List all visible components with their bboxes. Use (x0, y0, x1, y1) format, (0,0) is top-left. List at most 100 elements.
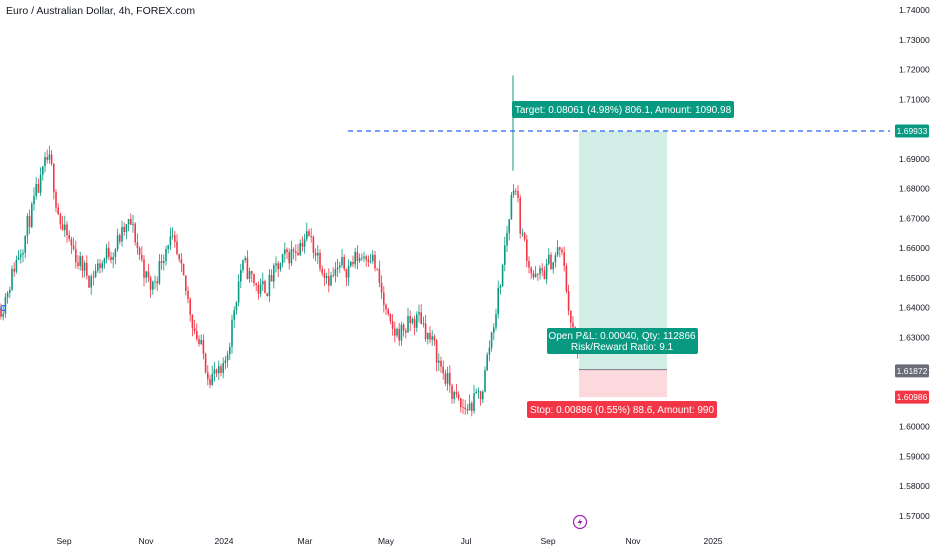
candle-body (213, 369, 216, 375)
candle-body (136, 242, 139, 248)
candle-body (11, 268, 13, 291)
candle-body (211, 374, 213, 385)
candle-body (394, 328, 396, 336)
candle-body (132, 223, 134, 225)
candle-body (350, 261, 352, 266)
candle-body (200, 339, 202, 344)
candle-body (281, 254, 284, 264)
candle-body (530, 267, 532, 274)
candle-body (317, 252, 319, 256)
candle-body (451, 385, 453, 400)
candle-body (431, 336, 433, 340)
candle-body (147, 271, 150, 278)
candle-body (477, 391, 480, 393)
candle-body (244, 257, 246, 261)
candle-body (119, 235, 121, 242)
candle-body (156, 281, 158, 284)
candle-body (240, 269, 242, 282)
candle-body (539, 268, 541, 275)
candle-body (510, 194, 513, 220)
candle-body (380, 283, 383, 293)
candle-body (251, 270, 253, 275)
candle-body (466, 409, 469, 411)
candlestick-series (0, 75, 579, 417)
candle-body (116, 235, 119, 250)
candle-body (506, 232, 508, 246)
candle-body (207, 372, 209, 380)
candle-body (253, 274, 255, 284)
candle-body (490, 332, 493, 348)
candle-body (171, 235, 174, 237)
candle-body (534, 273, 537, 278)
long-position-tool[interactable]: Target: 0.08061 (4.98%) 806.1, Amount: 1… (348, 101, 890, 418)
candle-body (471, 403, 473, 412)
candle-body (169, 236, 172, 246)
candle-body (152, 281, 154, 290)
price-axis-label: 1.63000 (899, 332, 930, 342)
candle-body (504, 245, 506, 265)
candle-body (484, 370, 486, 392)
candle-body (495, 314, 497, 328)
candle-body (187, 290, 189, 299)
candle-body (468, 403, 471, 411)
pnl-line1: Open P&L: 0.00040, Qty: 112866 (548, 331, 696, 342)
candle-body (248, 270, 251, 279)
candle-body (229, 346, 231, 355)
candle-body (290, 249, 293, 264)
candle-body (154, 281, 156, 283)
target-price-tag-bg (895, 124, 929, 138)
candle-body (275, 263, 277, 266)
candle-body (24, 235, 26, 253)
candle-body (391, 321, 394, 329)
candle-body (182, 263, 185, 276)
candle-body (369, 261, 372, 263)
candle-body (561, 249, 563, 253)
candle-body (77, 262, 79, 266)
candle-body (358, 258, 361, 261)
candle-body (356, 251, 359, 261)
candle-body (37, 184, 40, 193)
candle-body (86, 263, 88, 276)
candle-body (365, 256, 367, 260)
candle-body (556, 247, 559, 256)
candle-body (233, 310, 235, 320)
time-axis-label: May (378, 536, 395, 546)
candle-body (17, 257, 20, 260)
candle-body (402, 324, 405, 331)
candle-body (303, 239, 306, 247)
price-axis-label: 1.66000 (899, 243, 930, 253)
left-edge-marker: C (0, 303, 6, 313)
candle-body (306, 231, 308, 240)
candle-body (39, 174, 42, 193)
candle-body (9, 290, 11, 293)
candle-body (31, 204, 33, 227)
candle-body (4, 297, 7, 314)
candle-body (418, 312, 420, 315)
price-axis-label: 1.60000 (899, 422, 930, 432)
candle-body (572, 322, 574, 328)
candle-body (26, 216, 29, 236)
candle-body (330, 275, 332, 286)
candle-body (301, 243, 304, 247)
candle-body (101, 263, 103, 269)
candle-body (99, 263, 101, 269)
candle-body (163, 261, 165, 263)
stop-zone[interactable] (579, 369, 667, 398)
candle-body (464, 407, 466, 410)
candle-body (545, 263, 548, 280)
candle-body (90, 276, 92, 288)
candle-body (526, 239, 528, 261)
flash-icon[interactable] (572, 514, 588, 530)
candle-body (378, 269, 381, 284)
candle-body (218, 366, 220, 374)
candle-body (198, 338, 200, 344)
candle-body (20, 254, 22, 258)
candle-body (499, 286, 502, 289)
candle-body (33, 195, 35, 205)
candle-body (0, 307, 2, 317)
candle-body (396, 328, 398, 336)
candle-body (22, 252, 24, 255)
candle-body (2, 313, 4, 317)
candle-body (299, 243, 301, 256)
